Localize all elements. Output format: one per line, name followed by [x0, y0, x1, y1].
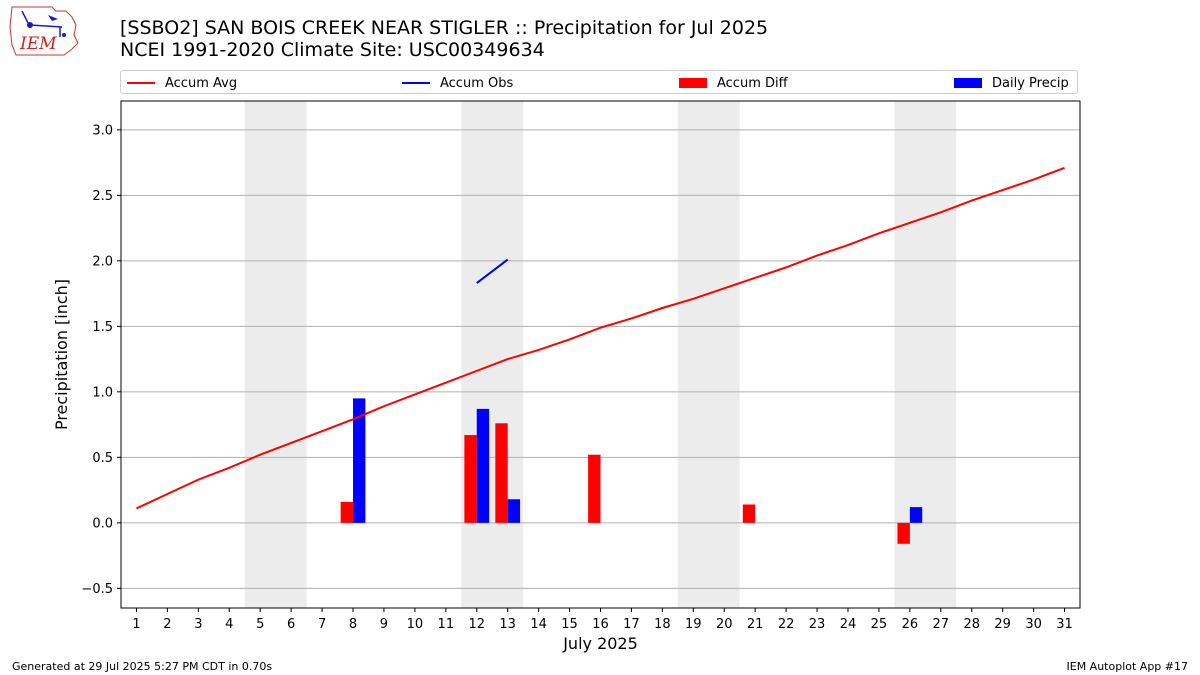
accum-diff-bar [340, 501, 354, 523]
svg-text:IEM: IEM [19, 34, 57, 54]
x-tick-label: 1 [132, 617, 140, 632]
x-tick-label: 15 [561, 617, 578, 632]
iem-logo: IEM [9, 6, 79, 56]
x-tick-label: 16 [592, 617, 609, 632]
legend-swatch-daily-precip [954, 78, 982, 88]
y-tick-label: 0.0 [92, 516, 113, 531]
x-tick-label: 3 [194, 617, 202, 632]
x-axis-label: July 2025 [562, 634, 638, 653]
x-tick-label: 18 [654, 617, 671, 632]
x-tick-label: 2 [163, 617, 171, 632]
legend-item-accum-diff: Accum Diff [679, 74, 788, 92]
x-tick-label: 29 [994, 617, 1011, 632]
legend-swatch-accum-obs [402, 82, 430, 84]
x-tick-label: 12 [468, 617, 485, 632]
x-tick-label: 13 [499, 617, 516, 632]
x-tick-label: 30 [1025, 617, 1042, 632]
daily-precip-bar [353, 398, 366, 523]
x-tick-label: 31 [1056, 617, 1073, 632]
legend-label-accum-diff: Accum Diff [717, 75, 788, 91]
weekend-band-1 [244, 101, 307, 608]
x-tick-label: 14 [530, 617, 547, 632]
x-tick-label: 21 [747, 617, 764, 632]
x-tick-label: 27 [933, 617, 950, 632]
daily-precip-bar [909, 507, 923, 523]
y-axis-ticks: −0.5 0.0 0.5 1.0 1.5 2.0 2.5 3.0 [81, 123, 121, 597]
legend-label-accum-obs: Accum Obs [440, 75, 514, 91]
x-tick-label: 23 [809, 617, 826, 632]
legend-item-accum-obs: Accum Obs [402, 74, 513, 92]
x-tick-label: 20 [716, 617, 733, 632]
lines [136, 166, 1065, 510]
daily-precip-bar [507, 499, 521, 523]
legend: Accum Avg Accum Obs Accum Diff Daily Pre… [120, 70, 1078, 94]
generated-timestamp: Generated at 29 Jul 2025 5:27 PM CDT in … [12, 660, 273, 673]
y-tick-label: 0.5 [92, 451, 113, 466]
x-tick-label: 8 [349, 617, 357, 632]
accum-diff-bar [742, 504, 756, 523]
app-label: IEM Autoplot App #17 [1066, 660, 1189, 673]
weekend-shading [244, 101, 957, 608]
chart-title: [SSBO2] SAN BOIS CREEK NEAR STIGLER :: P… [120, 17, 769, 39]
x-tick-label: 6 [287, 617, 295, 632]
x-tick-label: 5 [256, 617, 264, 632]
accum-diff-bar [588, 454, 601, 523]
legend-item-daily-precip: Daily Precip [954, 74, 1069, 92]
x-tick-label: 7 [318, 617, 326, 632]
x-axis-ticks: 1 2 3 4 5 6 7 8 9 10 11 12 13 14 15 16 17 18 19 20 21 22 23 24 2… [132, 608, 1073, 632]
daily-precip-bar [476, 408, 490, 523]
accum-diff-bar [897, 522, 910, 544]
x-tick-label: 26 [902, 617, 919, 632]
bars [340, 398, 923, 544]
x-tick-label: 28 [963, 617, 980, 632]
y-axis-label: Precipitation [inch] [52, 279, 71, 430]
legend-item-accum-avg: Accum Avg [127, 74, 237, 92]
legend-label-accum-avg: Accum Avg [165, 75, 238, 91]
x-tick-label: 25 [871, 617, 888, 632]
accum-diff-bar [495, 423, 508, 523]
x-tick-label: 11 [438, 617, 455, 632]
accum-diff-bar [464, 435, 477, 523]
chart-subtitle: NCEI 1991-2020 Climate Site: USC00349634 [120, 39, 545, 61]
x-tick-label: 10 [407, 617, 424, 632]
x-tick-label: 17 [623, 617, 640, 632]
legend-swatch-accum-avg [127, 82, 155, 84]
x-tick-label: 19 [685, 617, 702, 632]
x-tick-label: 4 [225, 617, 233, 632]
accum-obs-line [476, 258, 509, 284]
y-tick-label: 1.0 [92, 385, 113, 400]
x-tick-label: 22 [778, 617, 795, 632]
x-tick-label: 9 [380, 617, 388, 632]
y-tick-label: 3.0 [92, 123, 113, 138]
legend-label-daily-precip: Daily Precip [992, 75, 1069, 91]
legend-swatch-accum-diff [679, 78, 707, 88]
y-tick-label: −0.5 [81, 582, 113, 597]
y-tick-label: 2.0 [92, 254, 113, 269]
y-tick-label: 1.5 [92, 320, 113, 335]
accum-avg-line [136, 166, 1065, 510]
weekend-band-3 [677, 101, 740, 608]
x-tick-label: 24 [840, 617, 857, 632]
y-tick-label: 2.5 [92, 189, 113, 204]
weekend-band-2 [461, 101, 524, 608]
